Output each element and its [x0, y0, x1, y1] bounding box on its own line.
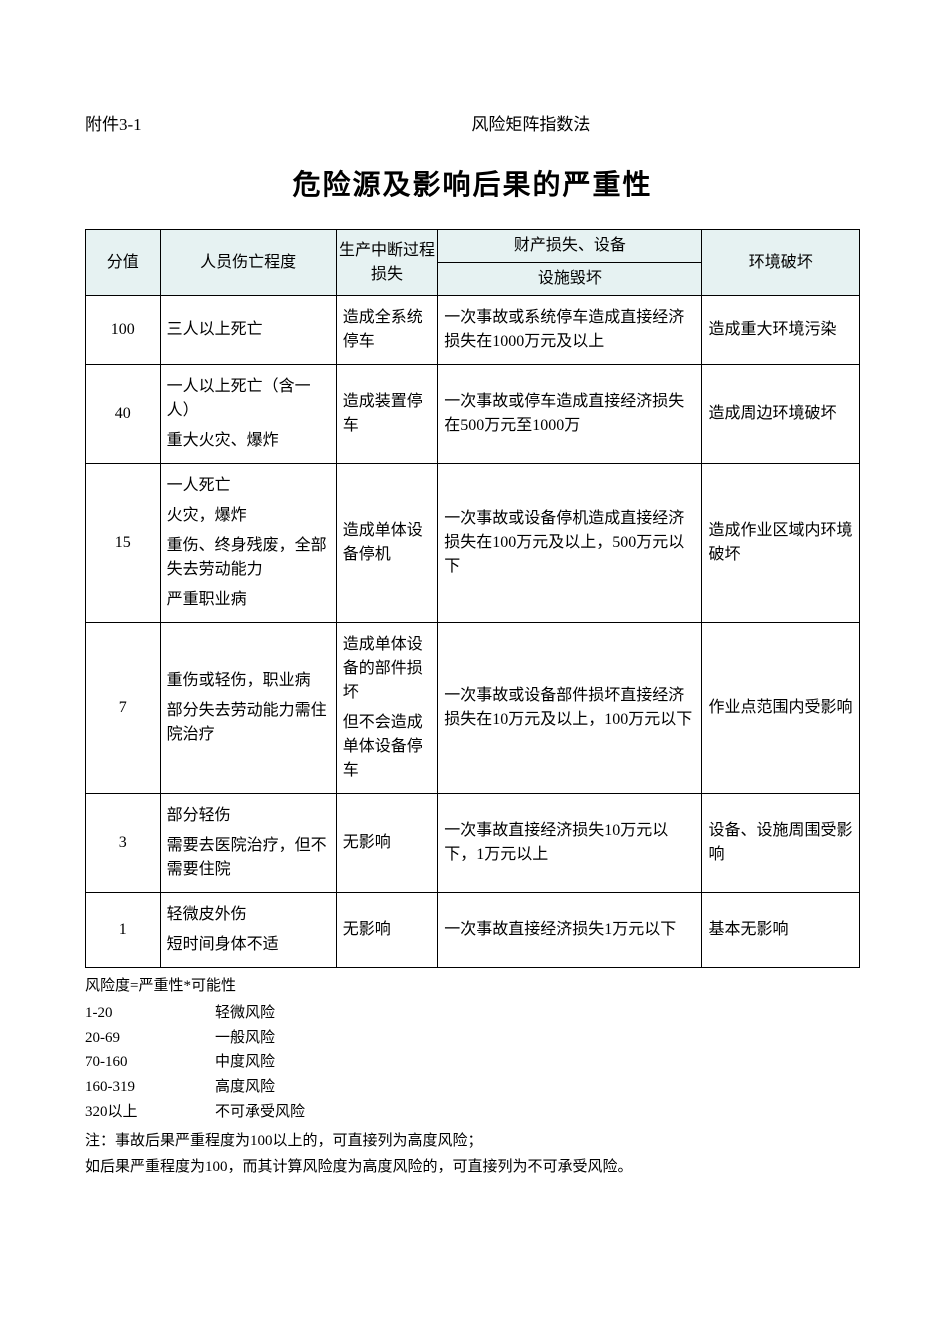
injury-line: 短时间身体不适 — [167, 933, 330, 957]
injury-line: 严重职业病 — [167, 588, 330, 612]
table-row: 7重伤或轻伤，职业病部分失去劳动能力需住院治疗造成单体设备的部件损坏但不会造成单… — [86, 623, 860, 794]
remark-line: 如后果严重程度为100，而其计算风险度为高度风险的，可直接列为不可承受风险。 — [85, 1155, 860, 1180]
risk-level-row: 160-319高度风险 — [85, 1075, 860, 1100]
cell-injury: 一人死亡火灾，爆炸重伤、终身残废，全部失去劳动能力严重职业病 — [160, 464, 336, 623]
injury-line: 重伤、终身残废，全部失去劳动能力 — [167, 534, 330, 582]
cell-interrupt: 无影响 — [336, 794, 438, 893]
cell-env: 造成作业区域内环境破坏 — [702, 464, 860, 623]
cell-interrupt: 造成单体设备停机 — [336, 464, 438, 623]
risk-level-list: 1-20轻微风险20-69一般风险70-160中度风险160-319高度风险32… — [85, 1001, 860, 1125]
cell-score: 100 — [86, 296, 161, 365]
injury-line: 重伤或轻伤，职业病 — [167, 669, 330, 693]
risk-table-body: 100三人以上死亡造成全系统停车一次事故或系统停车造成直接经济损失在1000万元… — [86, 296, 860, 968]
col-header-injury: 人员伤亡程度 — [160, 230, 336, 296]
risk-level-label: 不可承受风险 — [215, 1100, 305, 1125]
cell-env: 造成周边环境破坏 — [702, 365, 860, 464]
cell-injury: 重伤或轻伤，职业病部分失去劳动能力需住院治疗 — [160, 623, 336, 794]
injury-line: 部分轻伤 — [167, 804, 330, 828]
notes-section: 风险度=严重性*可能性 1-20轻微风险20-69一般风险70-160中度风险1… — [85, 974, 860, 1180]
risk-level-range: 320以上 — [85, 1100, 215, 1125]
risk-level-label: 一般风险 — [215, 1026, 275, 1051]
table-row: 3部分轻伤需要去医院治疗，但不需要住院无影响一次事故直接经济损失10万元以下，1… — [86, 794, 860, 893]
cell-env: 基本无影响 — [702, 893, 860, 968]
table-row: 15一人死亡火灾，爆炸重伤、终身残废，全部失去劳动能力严重职业病造成单体设备停机… — [86, 464, 860, 623]
interrupt-line: 造成全系统停车 — [343, 306, 432, 354]
cell-env: 造成重大环境污染 — [702, 296, 860, 365]
table-row: 40一人以上死亡（含一人） 重大火灾、爆炸造成装置停车一次事故或停车造成直接经济损… — [86, 365, 860, 464]
table-row: 1轻微皮外伤短时间身体不适无影响一次事故直接经济损失1万元以下基本无影响 — [86, 893, 860, 968]
risk-formula: 风险度=严重性*可能性 — [85, 974, 860, 999]
interrupt-line: 无影响 — [343, 831, 432, 855]
cell-property: 一次事故或设备停机造成直接经济损失在100万元及以上，500万元以下 — [438, 464, 702, 623]
cell-score: 15 — [86, 464, 161, 623]
col-header-interrupt: 生产中断过程损失 — [336, 230, 438, 296]
cell-interrupt: 造成装置停车 — [336, 365, 438, 464]
cell-score: 1 — [86, 893, 161, 968]
cell-injury: 一人以上死亡（含一人） 重大火灾、爆炸 — [160, 365, 336, 464]
risk-level-label: 高度风险 — [215, 1075, 275, 1100]
main-title: 危险源及影响后果的严重性 — [85, 163, 860, 203]
remark-line: 注：事故后果严重程度为100以上的，可直接列为高度风险； — [85, 1129, 860, 1154]
appendix-label: 附件3-1 — [85, 110, 142, 135]
risk-level-row: 20-69一般风险 — [85, 1026, 860, 1051]
col-header-property-top: 财产损失、设备 — [438, 230, 702, 263]
risk-level-row: 1-20轻微风险 — [85, 1001, 860, 1026]
injury-line: 一人以上死亡（含一人） — [167, 375, 330, 423]
injury-line: 需要去医院治疗，但不需要住院 — [167, 834, 330, 882]
interrupt-line: 造成装置停车 — [343, 390, 432, 438]
document-header: 附件3-1 风险矩阵指数法 — [85, 110, 860, 135]
col-header-score: 分值 — [86, 230, 161, 296]
injury-line: 部分失去劳动能力需住院治疗 — [167, 699, 330, 747]
interrupt-line: 造成单体设备停机 — [343, 519, 432, 567]
risk-level-range: 160-319 — [85, 1075, 215, 1100]
interrupt-line: 无影响 — [343, 918, 432, 942]
col-header-property-sub: 设施毁坏 — [438, 263, 702, 296]
risk-level-label: 中度风险 — [215, 1050, 275, 1075]
cell-injury: 三人以上死亡 — [160, 296, 336, 365]
injury-line: 三人以上死亡 — [167, 318, 330, 342]
interrupt-line: 造成单体设备的部件损坏 — [343, 633, 432, 705]
cell-interrupt: 无影响 — [336, 893, 438, 968]
injury-line: 一人死亡 — [167, 474, 330, 498]
cell-property: 一次事故或系统停车造成直接经济损失在1000万元及以上 — [438, 296, 702, 365]
interrupt-line: 但不会造成单体设备停车 — [343, 711, 432, 783]
cell-injury: 部分轻伤需要去医院治疗，但不需要住院 — [160, 794, 336, 893]
injury-line: 重大火灾、爆炸 — [167, 429, 330, 453]
cell-property: 一次事故或停车造成直接经济损失在500万元至1000万 — [438, 365, 702, 464]
table-row: 100三人以上死亡造成全系统停车一次事故或系统停车造成直接经济损失在1000万元… — [86, 296, 860, 365]
cell-property: 一次事故或设备部件损坏直接经济损失在10万元及以上，100万元以下 — [438, 623, 702, 794]
injury-line: 火灾，爆炸 — [167, 504, 330, 528]
risk-level-row: 70-160中度风险 — [85, 1050, 860, 1075]
risk-severity-table: 分值 人员伤亡程度 生产中断过程损失 财产损失、设备 环境破坏 设施毁坏 100… — [85, 229, 860, 968]
cell-interrupt: 造成单体设备的部件损坏但不会造成单体设备停车 — [336, 623, 438, 794]
col-header-env: 环境破坏 — [702, 230, 860, 296]
cell-score: 7 — [86, 623, 161, 794]
risk-level-label: 轻微风险 — [215, 1001, 275, 1026]
cell-score: 3 — [86, 794, 161, 893]
cell-score: 40 — [86, 365, 161, 464]
injury-line: 轻微皮外伤 — [167, 903, 330, 927]
risk-level-row: 320以上不可承受风险 — [85, 1100, 860, 1125]
risk-level-range: 1-20 — [85, 1001, 215, 1026]
risk-level-range: 20-69 — [85, 1026, 215, 1051]
remarks-block: 注：事故后果严重程度为100以上的，可直接列为高度风险；如后果严重程度为100，… — [85, 1129, 860, 1181]
cell-env: 作业点范围内受影响 — [702, 623, 860, 794]
cell-injury: 轻微皮外伤短时间身体不适 — [160, 893, 336, 968]
cell-env: 设备、设施周围受影响 — [702, 794, 860, 893]
risk-level-range: 70-160 — [85, 1050, 215, 1075]
cell-interrupt: 造成全系统停车 — [336, 296, 438, 365]
cell-property: 一次事故直接经济损失1万元以下 — [438, 893, 702, 968]
cell-property: 一次事故直接经济损失10万元以下，1万元以上 — [438, 794, 702, 893]
method-title: 风险矩阵指数法 — [142, 110, 860, 135]
